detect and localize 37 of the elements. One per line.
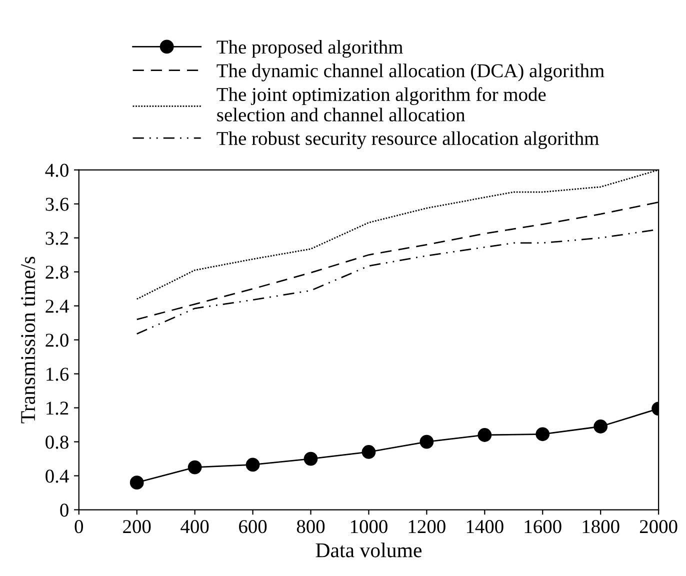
y-tick-label: 2.4: [46, 300, 69, 313]
y-tick-label: 4.0: [45, 164, 68, 177]
y-axis-title: Transmission time/s: [21, 256, 36, 424]
point: [536, 427, 550, 442]
legend-label: The joint optimization algorithm for mode selection and channel allocation: [216, 87, 546, 122]
point: [246, 458, 260, 472]
y-tick-label: 2.0: [46, 334, 68, 347]
x-tick-label: 1600: [524, 520, 562, 534]
y-tick-label: 0: [60, 504, 68, 517]
point: [304, 452, 318, 466]
x-tick-label: 1400: [466, 520, 504, 534]
legend-label: The proposed algorithm: [216, 40, 403, 58]
point: [420, 434, 434, 449]
x-tick-label: 600: [239, 520, 267, 534]
y-tick-label: 3.6: [46, 198, 69, 211]
x-tick-label: 0: [74, 520, 84, 534]
x-tick-label: 1200: [408, 520, 446, 534]
x-tick-label: 800: [296, 520, 325, 534]
y-tick-label: 0.4: [46, 470, 69, 483]
x-tick-label: 400: [180, 520, 209, 534]
y-tick-label: 1.2: [46, 402, 68, 415]
x-axis-title: Data volume: [316, 542, 422, 558]
y-tick-label: 1.6: [46, 368, 69, 381]
point: [130, 476, 144, 490]
point: [362, 445, 376, 459]
x-tick-label: 1800: [582, 520, 620, 534]
legend-label: The dynamic channel allocation (DCA) algorithm: [216, 64, 604, 82]
x-tick-label: 200: [123, 520, 151, 534]
x-tick-label: 1000: [350, 520, 388, 534]
legend-label: The robust security resource allocation algorithm: [216, 131, 599, 150]
y-tick-label: 3.2: [46, 232, 68, 245]
point: [188, 460, 202, 474]
y-tick-label: 2.8: [46, 266, 68, 279]
y-tick-label: 0.8: [46, 436, 68, 449]
point: [594, 420, 608, 434]
x-tick-label: 2000: [640, 520, 678, 534]
point: [478, 428, 492, 442]
